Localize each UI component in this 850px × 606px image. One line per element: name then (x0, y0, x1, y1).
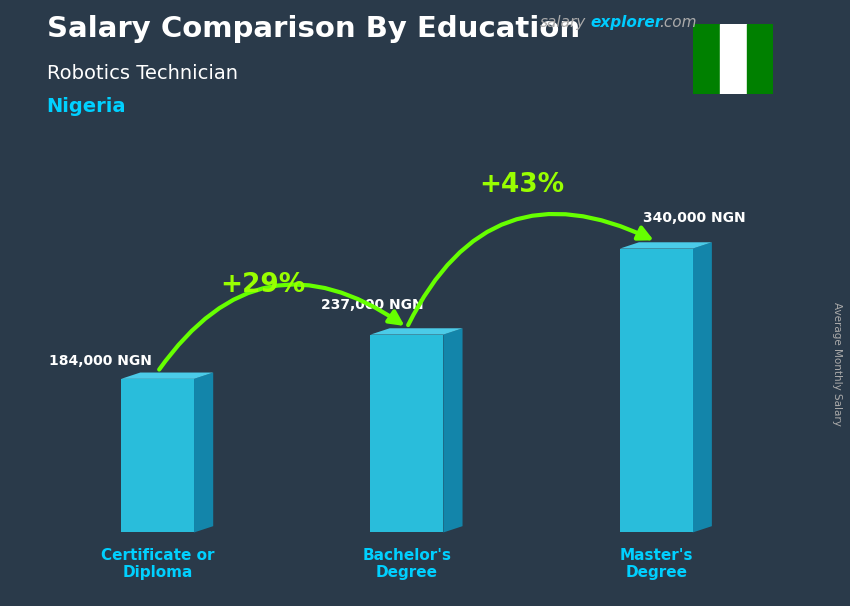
Text: 340,000 NGN: 340,000 NGN (643, 211, 746, 225)
Polygon shape (693, 242, 711, 533)
Polygon shape (122, 373, 213, 379)
Polygon shape (371, 335, 444, 533)
Text: +43%: +43% (479, 173, 564, 199)
Bar (693, 24, 720, 94)
Bar (746, 24, 774, 94)
Text: salary: salary (540, 15, 586, 30)
Text: Salary Comparison By Education: Salary Comparison By Education (47, 15, 580, 43)
Text: explorer: explorer (591, 15, 663, 30)
Text: Nigeria: Nigeria (47, 97, 127, 116)
Text: Master's
Degree: Master's Degree (620, 547, 693, 580)
Bar (720, 24, 746, 94)
Text: Robotics Technician: Robotics Technician (47, 64, 238, 82)
Polygon shape (444, 328, 462, 533)
Polygon shape (194, 373, 213, 533)
Text: Bachelor's
Degree: Bachelor's Degree (362, 547, 451, 580)
Text: .com: .com (659, 15, 696, 30)
Text: 237,000 NGN: 237,000 NGN (321, 298, 423, 312)
Polygon shape (122, 379, 194, 533)
Text: +29%: +29% (220, 273, 306, 299)
Polygon shape (620, 242, 711, 248)
Text: 184,000 NGN: 184,000 NGN (48, 355, 151, 368)
Text: Average Monthly Salary: Average Monthly Salary (832, 302, 842, 425)
Polygon shape (620, 248, 693, 533)
Polygon shape (371, 328, 462, 335)
Text: Certificate or
Diploma: Certificate or Diploma (101, 547, 214, 580)
